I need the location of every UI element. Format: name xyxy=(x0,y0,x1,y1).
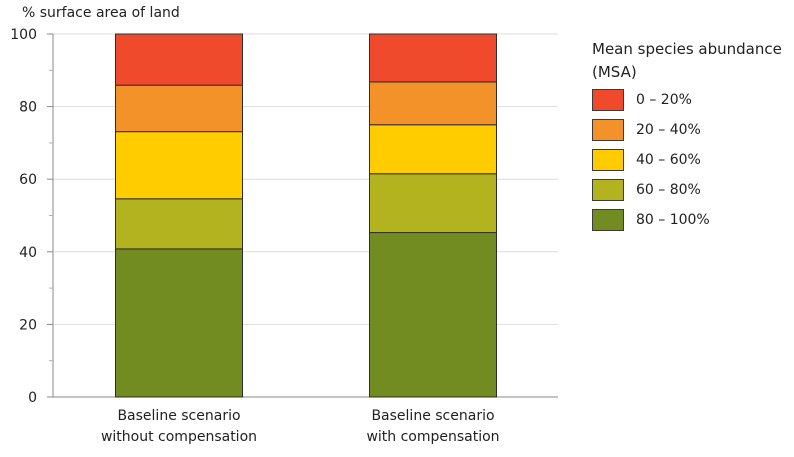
legend-swatch xyxy=(592,119,624,141)
bar-segment xyxy=(369,33,497,83)
legend-item: 0 – 20% xyxy=(592,88,790,112)
bar-segment xyxy=(115,84,243,133)
bar-segment xyxy=(115,33,243,86)
x-category-label: without compensation xyxy=(101,429,257,445)
legend-swatch xyxy=(592,149,624,171)
bar-segment xyxy=(369,232,497,398)
x-category-label: Baseline scenario xyxy=(371,408,494,424)
bar-segment xyxy=(369,173,497,234)
bar-segment xyxy=(115,131,243,200)
legend-title: Mean species abundance (MSA) xyxy=(592,40,782,81)
y-tick-label: 40 xyxy=(19,245,37,261)
bar-segment xyxy=(115,248,243,398)
bar-segment xyxy=(115,198,243,250)
legend-item: 40 – 60% xyxy=(592,148,790,172)
legend-item: 20 – 40% xyxy=(592,118,790,142)
y-tick-label: 0 xyxy=(28,390,37,406)
legend-swatch xyxy=(592,179,624,201)
y-axis-title: % surface area of land xyxy=(22,5,180,21)
legend-label: 60 – 80% xyxy=(636,182,701,198)
legend-label: 0 – 20% xyxy=(636,92,692,108)
legend-item: 60 – 80% xyxy=(592,178,790,202)
y-tick-label: 80 xyxy=(19,100,37,116)
legend-swatch xyxy=(592,209,624,231)
x-category-label: Baseline scenario xyxy=(117,408,240,424)
y-tick-label: 100 xyxy=(10,27,37,43)
legend-items: 0 – 20% 20 – 40% 40 – 60% 60 – 80% 80 – 100% xyxy=(592,88,790,232)
y-tick-label: 20 xyxy=(19,317,37,333)
legend-label: 80 – 100% xyxy=(636,212,710,228)
bar-segment xyxy=(369,124,497,175)
x-category-label: with compensation xyxy=(366,429,499,445)
legend-item: 80 – 100% xyxy=(592,208,790,232)
legend-label: 20 – 40% xyxy=(636,122,701,138)
legend: Mean species abundance (MSA) 0 – 20% 20 –… xyxy=(592,38,790,238)
bar-segment xyxy=(369,81,497,126)
legend-label: 40 – 60% xyxy=(636,152,701,168)
y-tick-label: 60 xyxy=(19,172,37,188)
legend-swatch xyxy=(592,89,624,111)
